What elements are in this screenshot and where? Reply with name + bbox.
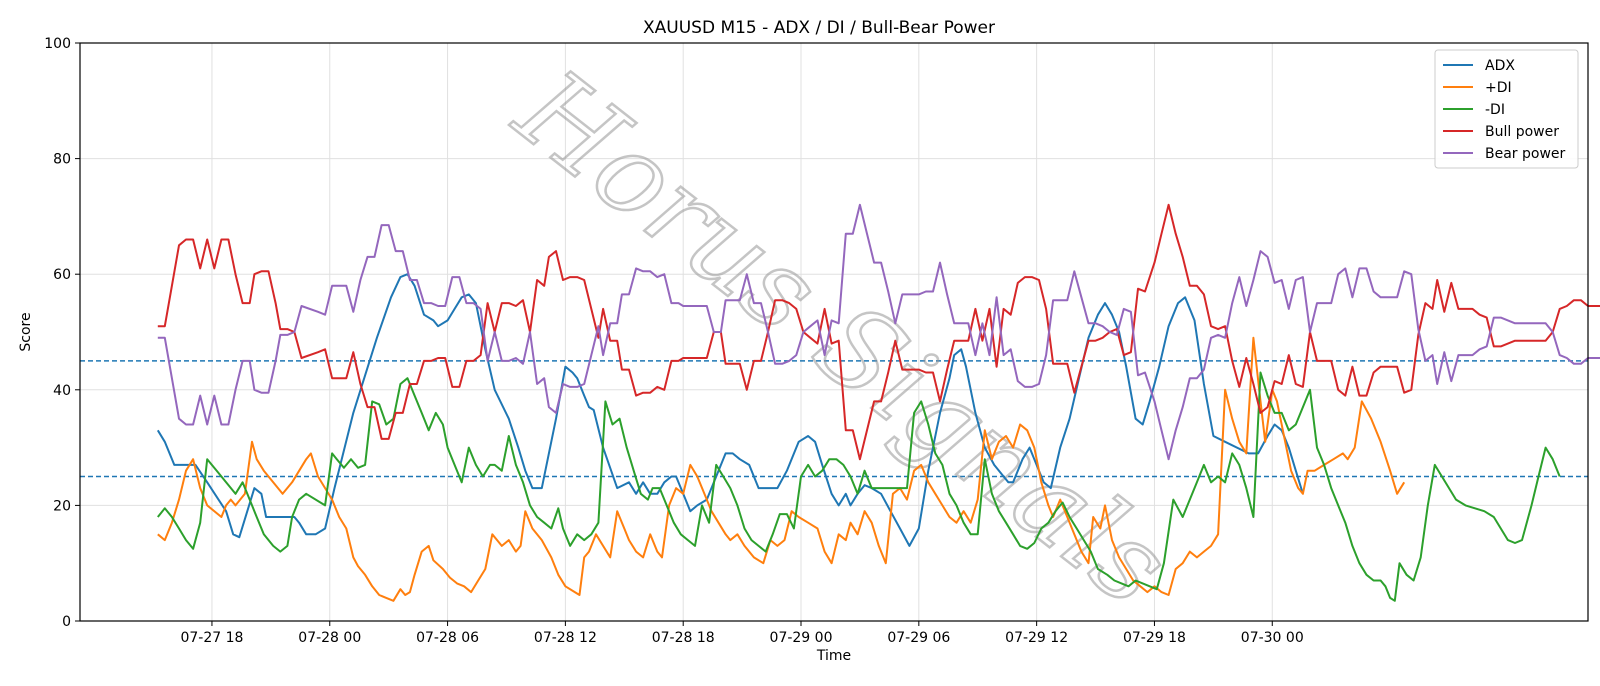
y-axis-ticks: 0 20 40 60 80 100	[44, 36, 80, 630]
y-axis-label: Score	[18, 312, 34, 351]
x-axis-label: Time	[816, 648, 851, 664]
x-tick-label: 07-28 12	[534, 630, 597, 646]
series-line-adx	[156, 273, 1304, 547]
y-tick-label: 60	[53, 267, 71, 283]
chart-title: XAUUSD M15 - ADX / DI / Bull-Bear Power	[643, 18, 995, 38]
grid	[80, 42, 1588, 622]
series-line--di	[157, 371, 1561, 602]
x-tick-label: 07-29 06	[887, 630, 950, 646]
legend: ADX +DI -DI Bull power Bear power	[1434, 49, 1579, 169]
series-line--di	[157, 336, 1406, 602]
legend-label: -DI	[1485, 102, 1505, 118]
x-tick-label: 07-29 18	[1123, 630, 1186, 646]
y-tick-label: 100	[44, 36, 71, 52]
series-lines	[156, 203, 1600, 602]
x-tick-label: 07-28 06	[416, 630, 479, 646]
y-tick-label: 40	[53, 383, 71, 399]
x-tick-label: 07-30 00	[1241, 630, 1304, 646]
reference-lines	[80, 360, 1588, 478]
x-tick-label: 07-28 00	[298, 630, 361, 646]
x-tick-label: 07-29 00	[770, 630, 833, 646]
legend-box	[1434, 49, 1579, 169]
series-line-bear-power	[157, 203, 1600, 461]
plot-frame	[79, 42, 1589, 622]
x-tick-label: 07-28 18	[652, 630, 715, 646]
legend-label: Bull power	[1485, 124, 1559, 140]
y-tick-label: 0	[62, 614, 71, 630]
legend-label: ADX	[1485, 58, 1515, 74]
series-line-bull-power	[157, 203, 1600, 461]
x-axis-ticks: 07-27 18 07-28 00 07-28 06 07-28 12 07-28 18…	[180, 621, 1304, 646]
legend-label: +DI	[1485, 80, 1512, 96]
legend-label: Bear power	[1485, 146, 1566, 162]
x-tick-label: 07-29 12	[1005, 630, 1068, 646]
x-tick-label: 07-27 18	[180, 630, 243, 646]
y-tick-label: 20	[53, 498, 71, 514]
y-tick-label: 80	[53, 152, 71, 168]
